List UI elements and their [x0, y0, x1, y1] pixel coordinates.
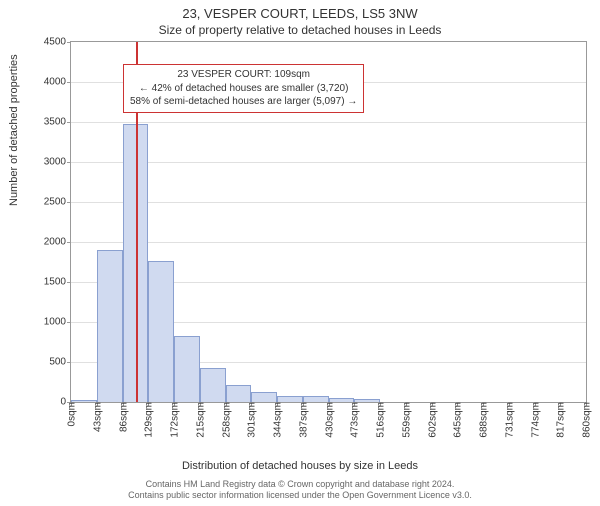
x-tick-label: 731sqm	[502, 402, 515, 438]
x-axis-label: Distribution of detached houses by size …	[0, 460, 600, 472]
chart-container: 23, VESPER COURT, LEEDS, LS5 3NW Size of…	[0, 6, 600, 506]
x-tick-label: 473sqm	[348, 402, 361, 438]
histogram-bar	[148, 261, 174, 402]
histogram-bar	[174, 336, 200, 402]
y-tick-mark	[67, 42, 71, 43]
x-tick-label: 344sqm	[271, 402, 284, 438]
chart-title: 23, VESPER COURT, LEEDS, LS5 3NW	[0, 6, 600, 21]
y-tick-mark	[67, 282, 71, 283]
x-tick-label: 301sqm	[245, 402, 258, 438]
x-tick-label: 172sqm	[168, 402, 181, 438]
gridline	[71, 122, 586, 123]
gridline	[71, 202, 586, 203]
x-tick-label: 774sqm	[528, 402, 541, 438]
y-tick-mark	[67, 362, 71, 363]
x-tick-label: 516sqm	[374, 402, 387, 438]
gridline	[71, 242, 586, 243]
histogram-bar	[97, 250, 123, 402]
gridline	[71, 162, 586, 163]
histogram-bar	[226, 385, 252, 402]
x-tick-label: 645sqm	[451, 402, 464, 438]
y-tick-mark	[67, 82, 71, 83]
y-tick-mark	[67, 162, 71, 163]
x-tick-label: 387sqm	[296, 402, 309, 438]
x-tick-label: 258sqm	[219, 402, 232, 438]
histogram-bar	[200, 368, 226, 402]
annotation-box: 23 VESPER COURT: 109sqm← 42% of detached…	[123, 64, 364, 113]
chart-subtitle: Size of property relative to detached ho…	[0, 23, 600, 37]
x-tick-label: 43sqm	[90, 402, 103, 432]
y-tick-mark	[67, 202, 71, 203]
y-tick-mark	[67, 322, 71, 323]
annotation-line1: 23 VESPER COURT: 109sqm	[130, 68, 357, 82]
x-tick-label: 86sqm	[116, 402, 129, 432]
histogram-bar	[251, 392, 277, 402]
x-tick-label: 602sqm	[425, 402, 438, 438]
x-tick-label: 0sqm	[65, 402, 78, 426]
x-tick-label: 129sqm	[142, 402, 155, 438]
y-tick-mark	[67, 242, 71, 243]
x-tick-label: 215sqm	[193, 402, 206, 438]
annotation-line2: ← 42% of detached houses are smaller (3,…	[130, 82, 357, 96]
attribution-line1: Contains HM Land Registry data © Crown c…	[0, 479, 600, 491]
x-tick-label: 817sqm	[554, 402, 567, 438]
plot-area: 0500100015002000250030003500400045000sqm…	[70, 41, 587, 403]
attribution-line2: Contains public sector information licen…	[0, 490, 600, 502]
x-tick-label: 430sqm	[322, 402, 335, 438]
attribution-text: Contains HM Land Registry data © Crown c…	[0, 479, 600, 502]
x-tick-label: 860sqm	[580, 402, 593, 438]
x-tick-label: 559sqm	[399, 402, 412, 438]
y-tick-mark	[67, 122, 71, 123]
x-tick-label: 688sqm	[477, 402, 490, 438]
y-axis-label: Number of detached properties	[8, 54, 20, 206]
annotation-line3: 58% of semi-detached houses are larger (…	[130, 95, 357, 109]
